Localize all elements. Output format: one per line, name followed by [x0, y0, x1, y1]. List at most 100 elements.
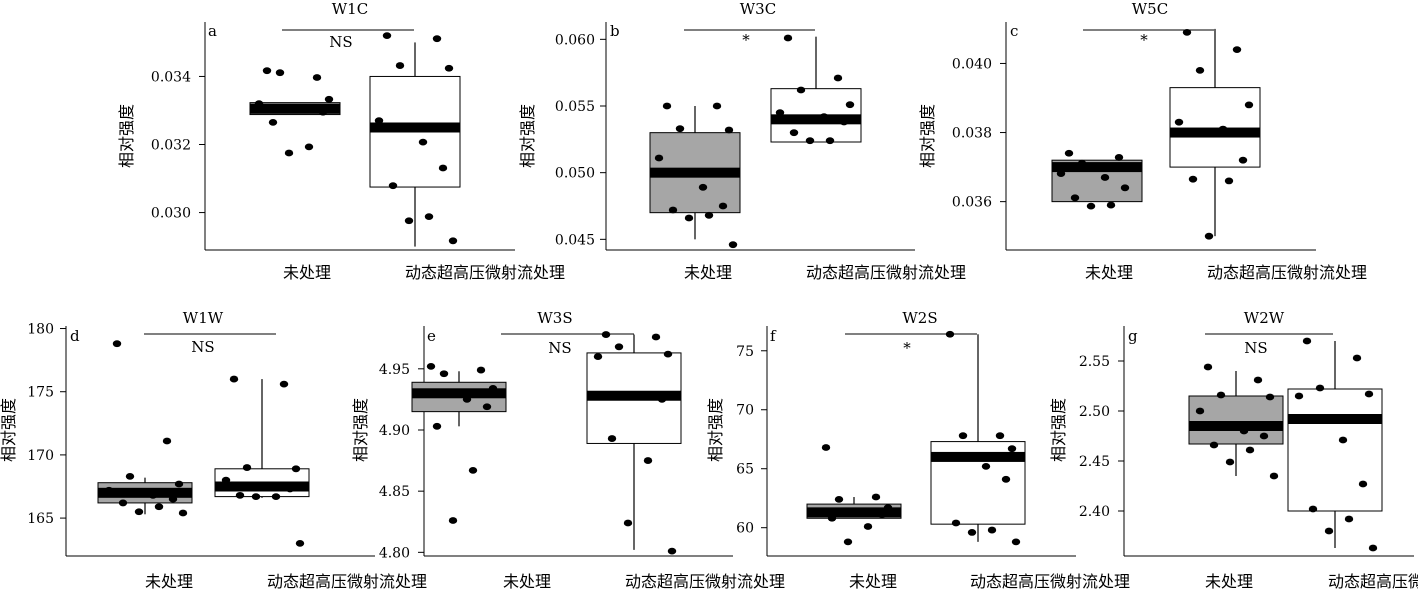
data-point [1120, 184, 1130, 192]
data-point [668, 206, 678, 214]
y-tick-label: 2.55 [1079, 354, 1110, 370]
x-category-label: 未处理 [849, 572, 897, 591]
data-point [1077, 159, 1087, 167]
data-point [295, 539, 305, 547]
data-point [871, 493, 881, 501]
data-point [1216, 391, 1226, 399]
data-point [1007, 445, 1017, 453]
data-point [242, 464, 252, 471]
data-point [1064, 149, 1074, 157]
data-point [388, 182, 398, 190]
data-point [482, 403, 492, 411]
x-category-label: 动态超高压微射流处理 [267, 572, 427, 591]
data-point [148, 491, 158, 499]
y-axis-label: 相对强度 [918, 104, 937, 168]
median-bar [1288, 414, 1382, 424]
data-point [1225, 458, 1235, 466]
data-point [118, 499, 128, 507]
data-point [783, 34, 793, 42]
y-tick-label: 165 [27, 511, 54, 527]
data-point [251, 493, 261, 501]
y-axis-label: 相对强度 [518, 104, 537, 168]
data-point [1269, 472, 1279, 480]
data-point [1209, 441, 1219, 449]
data-point [291, 465, 301, 473]
data-point [1358, 480, 1368, 488]
panel-title: W2W [1244, 309, 1285, 327]
data-point [1070, 194, 1080, 202]
data-point [718, 202, 728, 210]
data-point [426, 362, 436, 370]
y-tick-label: 70 [736, 403, 754, 419]
data-point [857, 510, 867, 517]
data-point [1188, 175, 1198, 183]
data-point [432, 35, 442, 43]
data-point [298, 105, 308, 113]
y-tick-label: 0.038 [952, 126, 992, 142]
x-category-label: 动态超高压微射流处理 [405, 263, 565, 282]
y-tick-label: 4.90 [379, 423, 410, 439]
panel-title: W5C [1132, 0, 1168, 18]
panel-c: 0.036 0.038 0.040 相对强度 W5C c * 未处理 动态超高压微射流处理 [918, 0, 1367, 282]
median-bar [931, 451, 1025, 462]
data-point [684, 214, 694, 222]
data-point [667, 547, 677, 555]
data-point [324, 95, 334, 103]
data-point [1253, 376, 1263, 384]
significance-label: NS [329, 33, 352, 51]
data-point [1100, 174, 1110, 181]
y-tick-label: 0.040 [952, 56, 992, 72]
median-bar [807, 507, 901, 518]
panel-f: 60 65 70 75 相对强度 W2S f * 未处理 动态超高压微射流处理 [706, 309, 1130, 591]
y-tick-label: 0.060 [555, 32, 595, 48]
data-point [833, 74, 843, 82]
data-point [654, 154, 664, 162]
y-axis-label: 相对强度 [706, 398, 725, 462]
significance-label: NS [191, 338, 214, 356]
x-category-label: 动态超高压微射流处理 [1207, 263, 1367, 282]
data-point [468, 466, 478, 474]
data-point [374, 117, 384, 125]
data-point [1195, 407, 1205, 415]
data-point [1308, 505, 1318, 513]
x-category-label: 未处理 [684, 263, 732, 282]
data-point [1232, 46, 1242, 54]
data-point [643, 457, 653, 464]
y-tick-label: 2.40 [1079, 504, 1110, 520]
data-point [614, 343, 624, 351]
panel-title: W1W [183, 309, 224, 327]
data-point [1294, 392, 1304, 400]
data-point [593, 353, 603, 360]
y-axis-label: 相对强度 [351, 398, 370, 462]
data-point [607, 435, 617, 442]
x-category-label: 动态超高压微射流处理 [970, 572, 1130, 591]
data-point [476, 366, 486, 374]
panel-letter: g [1128, 327, 1138, 345]
data-point [805, 137, 815, 145]
x-category-label: 未处理 [283, 263, 331, 282]
data-point [1126, 163, 1136, 171]
data-point [438, 164, 448, 172]
panel-title: W1C [332, 0, 368, 18]
data-point [448, 237, 458, 245]
median-bar [98, 487, 192, 498]
significance-label: * [1140, 31, 1148, 49]
data-point [229, 375, 239, 383]
y-axis-label: 相对强度 [0, 398, 18, 462]
significance-label: * [742, 31, 750, 49]
data-point [1239, 427, 1249, 435]
data-point [1204, 232, 1214, 240]
y-tick-label: 4.85 [379, 484, 410, 500]
y-axis-label: 相对强度 [117, 104, 136, 168]
data-point [945, 330, 955, 338]
data-point [981, 462, 991, 470]
y-tick-label: 2.45 [1079, 454, 1110, 470]
panel-title: W3C [740, 0, 776, 18]
y-axis-label: 相对强度 [1049, 398, 1068, 462]
data-point [698, 183, 708, 191]
median-bar [1170, 127, 1260, 138]
x-category-label: 未处理 [145, 572, 193, 591]
data-point [268, 118, 278, 126]
median-bar [215, 481, 309, 492]
